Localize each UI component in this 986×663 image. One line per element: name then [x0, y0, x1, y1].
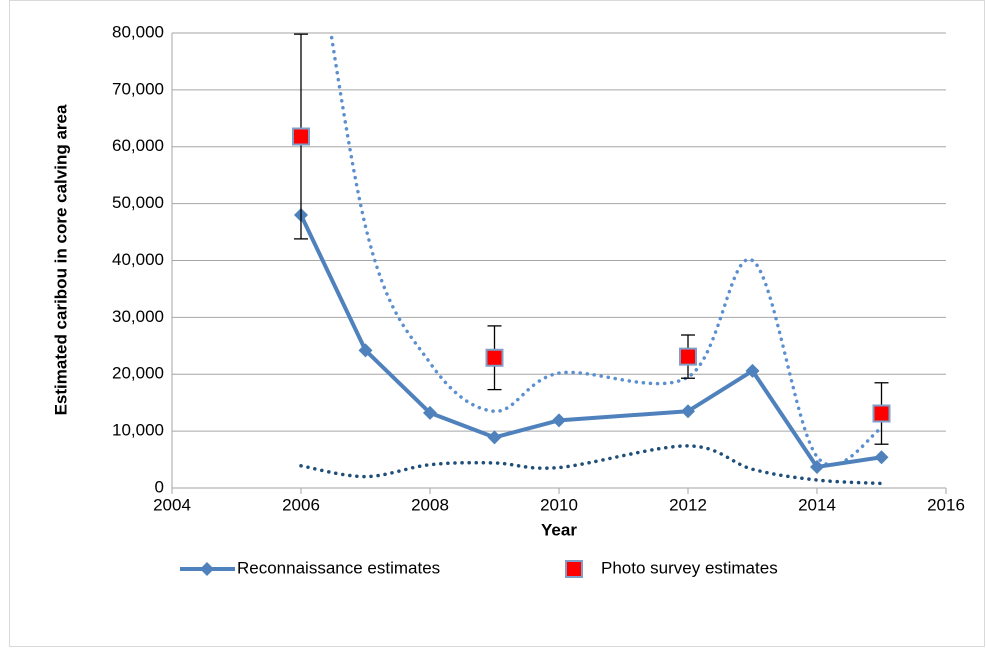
legend-item: Reconnaissance estimates: [180, 558, 440, 577]
point-marker: [745, 363, 760, 378]
point-marker: [487, 430, 502, 445]
point-marker: [872, 404, 891, 423]
y-tick-label: 0: [155, 477, 164, 496]
y-axis-title: Estimated caribou in core calving area: [51, 104, 70, 415]
x-tick-label: 2016: [927, 495, 965, 514]
x-tick-label: 2012: [669, 495, 707, 514]
bound-line: [299, 444, 884, 486]
bound-line: [329, 33, 884, 467]
point-marker: [552, 413, 566, 428]
point-marker: [358, 343, 373, 358]
point-marker: [874, 450, 889, 465]
y-tick-label: 40,000: [112, 250, 164, 269]
x-tick-label: 2006: [282, 495, 320, 514]
x-tick-label: 2014: [798, 495, 836, 514]
legend-label: Photo survey estimates: [601, 558, 778, 577]
y-tick-label: 60,000: [112, 136, 164, 155]
legend-item: Photo survey estimates: [565, 558, 778, 578]
y-tick-label: 30,000: [112, 307, 164, 326]
point-marker: [292, 127, 310, 146]
legend-marker: [565, 560, 583, 578]
point-marker: [485, 348, 504, 367]
point-marker: [810, 459, 824, 474]
y-tick-label: 20,000: [112, 364, 164, 383]
y-tick-label: 10,000: [112, 421, 164, 440]
x-tick-label: 2008: [411, 495, 449, 514]
legend-marker: [200, 562, 214, 576]
x-axis-title: Year: [541, 520, 577, 539]
y-tick-label: 70,000: [112, 79, 164, 98]
y-tick-label: 50,000: [112, 193, 164, 212]
plot-area: [292, 33, 891, 486]
x-tick-label: 2010: [540, 495, 578, 514]
legend-label: Reconnaissance estimates: [237, 558, 440, 577]
y-tick-label: 80,000: [112, 22, 164, 41]
point-marker: [681, 404, 695, 419]
point-marker: [423, 405, 437, 420]
x-tick-label: 2004: [153, 495, 191, 514]
point-marker: [679, 347, 697, 366]
